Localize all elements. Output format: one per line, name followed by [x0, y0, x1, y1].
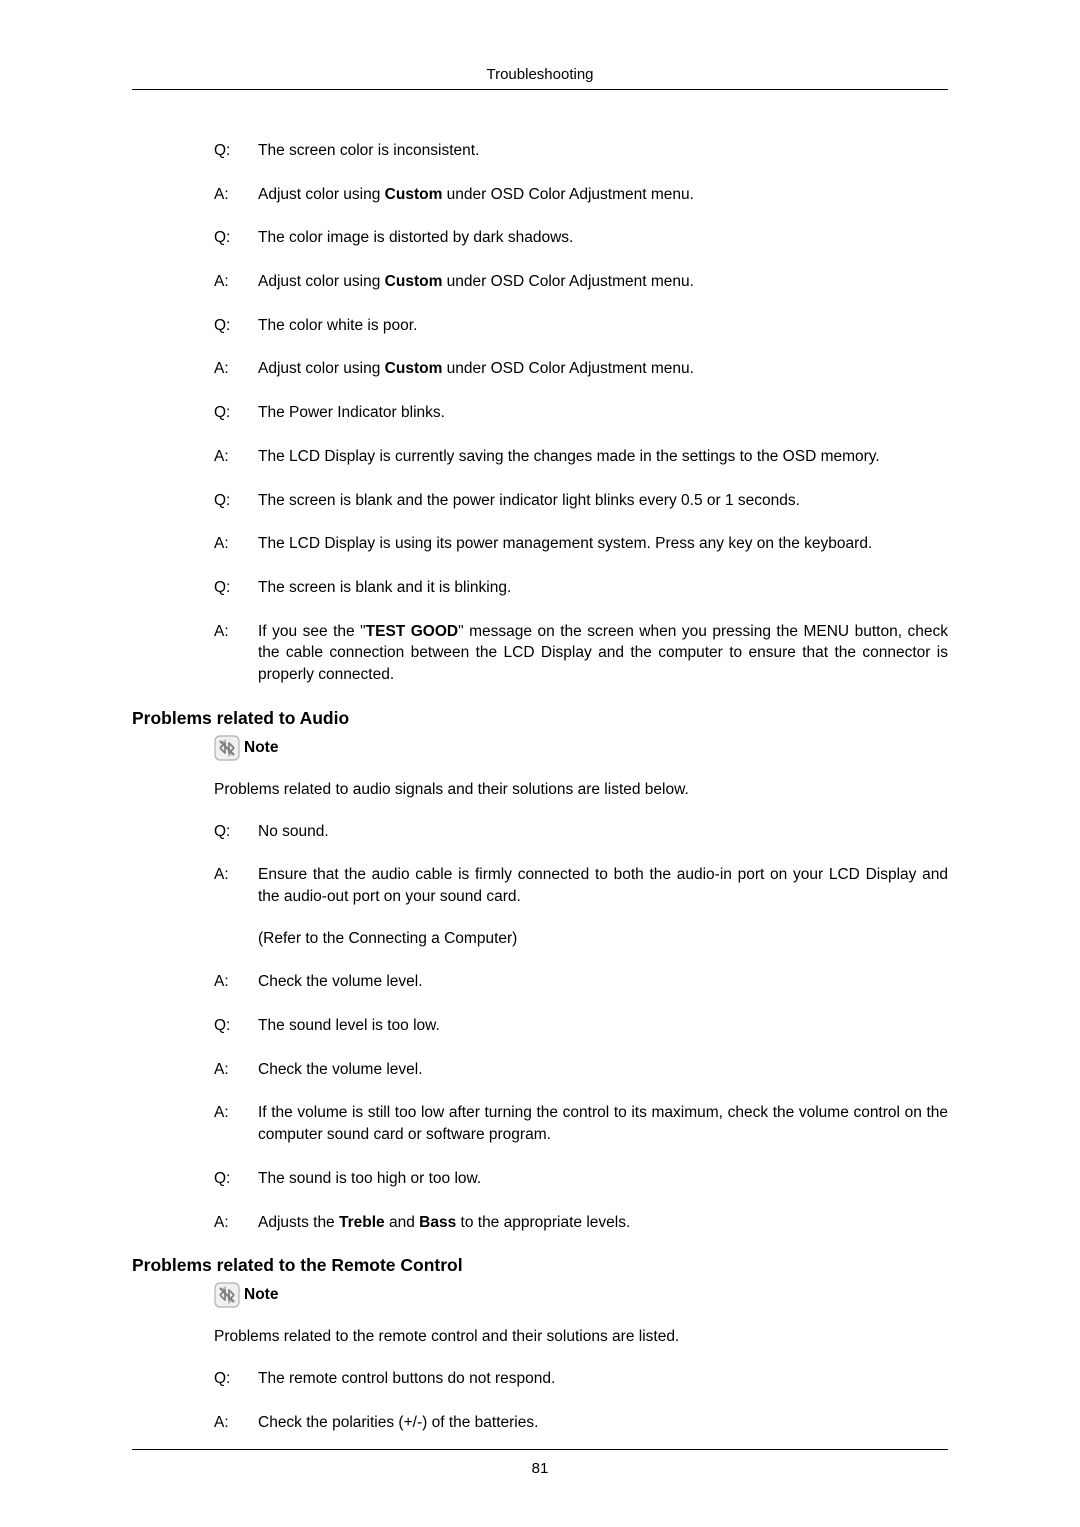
- qa-label: A:: [214, 184, 258, 206]
- qa-item: Q:The screen is blank and the power indi…: [214, 490, 948, 512]
- qa-label: Q:: [214, 490, 258, 512]
- qa-item: Q:The sound level is too low.: [214, 1015, 948, 1037]
- qa-item: A:Adjust color using Custom under OSD Co…: [214, 184, 948, 206]
- qa-text: Ensure that the audio cable is firmly co…: [258, 864, 948, 949]
- header-rule: [132, 89, 948, 90]
- section-intro-audio: Problems related to audio signals and th…: [132, 781, 948, 799]
- qa-text: The screen is blank and the power indica…: [258, 490, 948, 512]
- qa-text: The sound level is too low.: [258, 1015, 948, 1037]
- qa-item: A:Adjust color using Custom under OSD Co…: [214, 358, 948, 380]
- qa-item: Q:No sound.: [214, 821, 948, 843]
- qa-block-3: Q:The remote control buttons do not resp…: [132, 1368, 948, 1433]
- qa-text: No sound.: [258, 821, 948, 843]
- qa-label: A:: [214, 971, 258, 993]
- qa-block-1: Q:The screen color is inconsistent.A:Adj…: [132, 140, 948, 686]
- qa-text: If you see the "TEST GOOD" message on th…: [258, 621, 948, 686]
- qa-label: Q:: [214, 577, 258, 599]
- footer-rule: [132, 1449, 948, 1450]
- qa-text: The color image is distorted by dark sha…: [258, 227, 948, 249]
- qa-item: Q:The color white is poor.: [214, 315, 948, 337]
- qa-label: A:: [214, 533, 258, 555]
- qa-label: A:: [214, 446, 258, 468]
- qa-text: The LCD Display is currently saving the …: [258, 446, 948, 468]
- qa-text: The screen color is inconsistent.: [258, 140, 948, 162]
- qa-label: Q:: [214, 1368, 258, 1390]
- note-label: Note: [244, 739, 278, 757]
- qa-label: A:: [214, 358, 258, 380]
- qa-text: Adjust color using Custom under OSD Colo…: [258, 271, 948, 293]
- qa-label: Q:: [214, 227, 258, 249]
- page-footer: 81: [132, 1449, 948, 1477]
- qa-item: A:If you see the "TEST GOOD" message on …: [214, 621, 948, 686]
- qa-text: Check the volume level.: [258, 1059, 948, 1081]
- qa-text: The LCD Display is using its power manag…: [258, 533, 948, 555]
- qa-label: Q:: [214, 140, 258, 162]
- qa-label: Q:: [214, 821, 258, 843]
- qa-text: The remote control buttons do not respon…: [258, 1368, 948, 1390]
- qa-label: Q:: [214, 1015, 258, 1037]
- qa-text: Adjust color using Custom under OSD Colo…: [258, 184, 948, 206]
- qa-label: A:: [214, 271, 258, 293]
- section-heading-remote: Problems related to the Remote Control: [132, 1255, 948, 1276]
- note-icon: [214, 1282, 240, 1308]
- qa-item: A:Check the volume level.: [214, 1059, 948, 1081]
- qa-item: A:Ensure that the audio cable is firmly …: [214, 864, 948, 949]
- qa-label: A:: [214, 864, 258, 949]
- note-label: Note: [244, 1286, 278, 1304]
- page-number: 81: [132, 1460, 948, 1477]
- qa-item: Q:The remote control buttons do not resp…: [214, 1368, 948, 1390]
- qa-text: Adjust color using Custom under OSD Colo…: [258, 358, 948, 380]
- qa-text: Check the polarities (+/-) of the batter…: [258, 1412, 948, 1434]
- qa-label: A:: [214, 1212, 258, 1234]
- qa-item: A:The LCD Display is currently saving th…: [214, 446, 948, 468]
- qa-text: Adjusts the Treble and Bass to the appro…: [258, 1212, 948, 1234]
- qa-label: Q:: [214, 402, 258, 424]
- qa-label: Q:: [214, 1168, 258, 1190]
- qa-label: A:: [214, 621, 258, 686]
- qa-text: The screen is blank and it is blinking.: [258, 577, 948, 599]
- qa-item: A:The LCD Display is using its power man…: [214, 533, 948, 555]
- qa-block-2: Q:No sound.A:Ensure that the audio cable…: [132, 821, 948, 1234]
- qa-item: Q:The screen color is inconsistent.: [214, 140, 948, 162]
- qa-item: Q:The sound is too high or too low.: [214, 1168, 948, 1190]
- note-row-remote: Note: [132, 1282, 948, 1308]
- qa-item: Q:The Power Indicator blinks.: [214, 402, 948, 424]
- section-intro-remote: Problems related to the remote control a…: [132, 1328, 948, 1346]
- qa-label: A:: [214, 1102, 258, 1145]
- section-heading-audio: Problems related to Audio: [132, 708, 948, 729]
- page-header-title: Troubleshooting: [132, 66, 948, 83]
- qa-text: The color white is poor.: [258, 315, 948, 337]
- note-row-audio: Note: [132, 735, 948, 761]
- qa-label: Q:: [214, 315, 258, 337]
- qa-text: The sound is too high or too low.: [258, 1168, 948, 1190]
- note-icon: [214, 735, 240, 761]
- qa-label: A:: [214, 1059, 258, 1081]
- qa-text: The Power Indicator blinks.: [258, 402, 948, 424]
- qa-text: Check the volume level.: [258, 971, 948, 993]
- qa-item: A:Adjust color using Custom under OSD Co…: [214, 271, 948, 293]
- qa-text: If the volume is still too low after tur…: [258, 1102, 948, 1145]
- qa-item: A:Check the polarities (+/-) of the batt…: [214, 1412, 948, 1434]
- qa-item: Q:The color image is distorted by dark s…: [214, 227, 948, 249]
- qa-item: A:Adjusts the Treble and Bass to the app…: [214, 1212, 948, 1234]
- qa-label: A:: [214, 1412, 258, 1434]
- qa-item: A:Check the volume level.: [214, 971, 948, 993]
- qa-item: Q:The screen is blank and it is blinking…: [214, 577, 948, 599]
- qa-subtext: (Refer to the Connecting a Computer): [258, 928, 948, 950]
- qa-item: A:If the volume is still too low after t…: [214, 1102, 948, 1145]
